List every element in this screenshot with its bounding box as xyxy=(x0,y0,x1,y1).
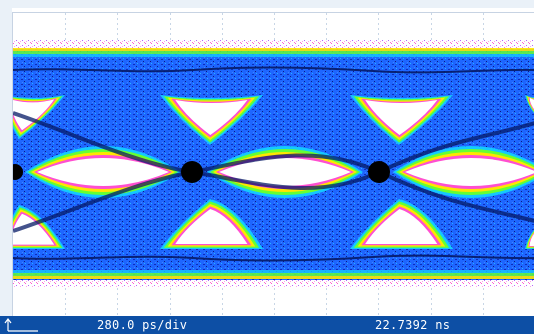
eye-triangle-opening xyxy=(13,99,55,131)
eye-opening xyxy=(219,158,351,186)
trigger-reference-arrow-icon xyxy=(4,318,38,332)
transition-trace xyxy=(13,153,534,233)
timebase-readout: 280.0 ps/div xyxy=(97,318,188,332)
eye-openings xyxy=(13,95,534,249)
transition-trace xyxy=(13,111,534,190)
eye-triangle-opening xyxy=(13,213,55,245)
status-bar: 280.0 ps/div 22.7392 ns xyxy=(0,316,534,334)
crossing-point-1 xyxy=(181,161,203,183)
eye-triangle-opening xyxy=(365,209,438,244)
eye-triangle-opening xyxy=(365,100,438,135)
eye-opening xyxy=(37,158,169,186)
top-margin xyxy=(0,0,534,8)
eye-diagram-display xyxy=(12,12,534,316)
crossing-point-2 xyxy=(368,161,390,183)
eye-triangle-opening xyxy=(175,100,248,135)
eye-opening xyxy=(405,158,534,186)
delay-readout: 22.7392 ns xyxy=(375,318,451,332)
eye-triangle-opening xyxy=(175,209,248,244)
crossing-point-left xyxy=(13,164,23,180)
eye-diagram-canvas xyxy=(13,13,534,316)
left-margin xyxy=(0,0,12,316)
eye-triangle-opening xyxy=(529,97,534,110)
eye-triangle-opening xyxy=(529,233,534,246)
